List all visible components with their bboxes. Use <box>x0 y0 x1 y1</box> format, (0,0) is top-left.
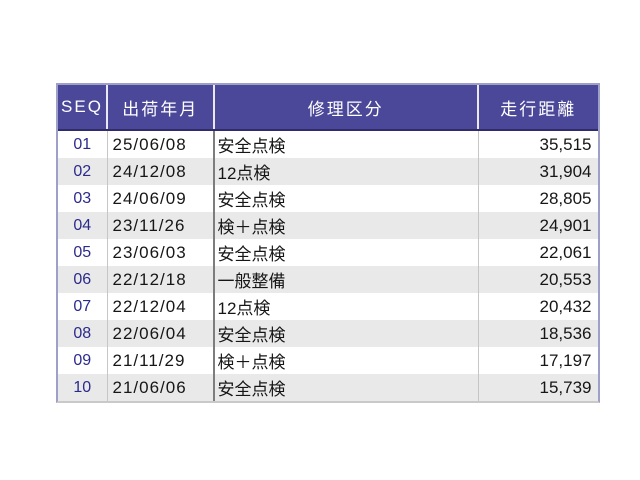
table-row[interactable]: 06 22/12/18 一般整備 20,553 <box>58 266 598 293</box>
cell-seq: 09 <box>58 347 108 374</box>
cell-seq: 04 <box>58 212 108 239</box>
cell-seq: 08 <box>58 320 108 347</box>
cell-repair_type: 安全点検 <box>213 185 479 212</box>
cell-ship_date: 22/12/04 <box>107 293 215 320</box>
cell-ship_date: 21/11/29 <box>107 347 215 374</box>
cell-ship_date: 24/06/09 <box>107 185 215 212</box>
column-header-repair_type: 修理区分 <box>213 85 479 131</box>
cell-repair_type: 安全点検 <box>213 320 479 347</box>
table-row[interactable]: 05 23/06/03 安全点検 22,061 <box>58 239 598 266</box>
cell-repair_type: 12点検 <box>213 158 479 185</box>
cell-repair_type: 安全点検 <box>213 130 479 158</box>
cell-ship_date: 23/11/26 <box>107 212 215 239</box>
column-header-seq: SEQ <box>58 85 108 131</box>
cell-mileage: 35,515 <box>478 130 598 158</box>
column-header-mileage: 走行距離 <box>478 85 598 131</box>
cell-seq: 02 <box>58 158 108 185</box>
repair-history-table: SEQ 出荷年月 修理区分 走行距離 01 25/06/08 安全点検 35,515 02 24… <box>56 83 600 403</box>
cell-mileage: 20,553 <box>478 266 598 293</box>
cell-mileage: 22,061 <box>478 239 598 266</box>
table-row[interactable]: 01 25/06/08 安全点検 35,515 <box>58 130 598 158</box>
cell-mileage: 20,432 <box>478 293 598 320</box>
table-row[interactable]: 07 22/12/04 12点検 20,432 <box>58 293 598 320</box>
table-row[interactable]: 09 21/11/29 検＋点検 17,197 <box>58 347 598 374</box>
table-row[interactable]: 08 22/06/04 安全点検 18,536 <box>58 320 598 347</box>
cell-ship_date: 22/12/18 <box>107 266 215 293</box>
cell-repair_type: 12点検 <box>213 293 479 320</box>
cell-repair_type: 安全点検 <box>213 239 479 266</box>
column-header-ship_date: 出荷年月 <box>107 85 215 131</box>
cell-ship_date: 23/06/03 <box>107 239 215 266</box>
table-header-row: SEQ 出荷年月 修理区分 走行距離 <box>58 85 598 131</box>
cell-repair_type: 検＋点検 <box>213 347 479 374</box>
repair-history-grid: SEQ 出荷年月 修理区分 走行距離 01 25/06/08 安全点検 35,515 02 24… <box>58 85 598 401</box>
table-row[interactable]: 03 24/06/09 安全点検 28,805 <box>58 185 598 212</box>
cell-repair_type: 検＋点検 <box>213 212 479 239</box>
cell-seq: 07 <box>58 293 108 320</box>
cell-ship_date: 22/06/04 <box>107 320 215 347</box>
cell-seq: 01 <box>58 130 108 158</box>
cell-seq: 05 <box>58 239 108 266</box>
cell-seq: 03 <box>58 185 108 212</box>
cell-mileage: 15,739 <box>478 374 598 401</box>
cell-mileage: 24,901 <box>478 212 598 239</box>
cell-seq: 10 <box>58 374 108 401</box>
cell-mileage: 18,536 <box>478 320 598 347</box>
cell-repair_type: 一般整備 <box>213 266 479 293</box>
table-row[interactable]: 04 23/11/26 検＋点検 24,901 <box>58 212 598 239</box>
cell-ship_date: 24/12/08 <box>107 158 215 185</box>
cell-ship_date: 25/06/08 <box>107 130 215 158</box>
cell-mileage: 17,197 <box>478 347 598 374</box>
cell-mileage: 28,805 <box>478 185 598 212</box>
cell-mileage: 31,904 <box>478 158 598 185</box>
cell-seq: 06 <box>58 266 108 293</box>
table-body: 01 25/06/08 安全点検 35,515 02 24/12/08 12点検 31,904… <box>58 130 598 401</box>
table-row[interactable]: 02 24/12/08 12点検 31,904 <box>58 158 598 185</box>
cell-repair_type: 安全点検 <box>213 374 479 401</box>
cell-ship_date: 21/06/06 <box>107 374 215 401</box>
table-row[interactable]: 10 21/06/06 安全点検 15,739 <box>58 374 598 401</box>
